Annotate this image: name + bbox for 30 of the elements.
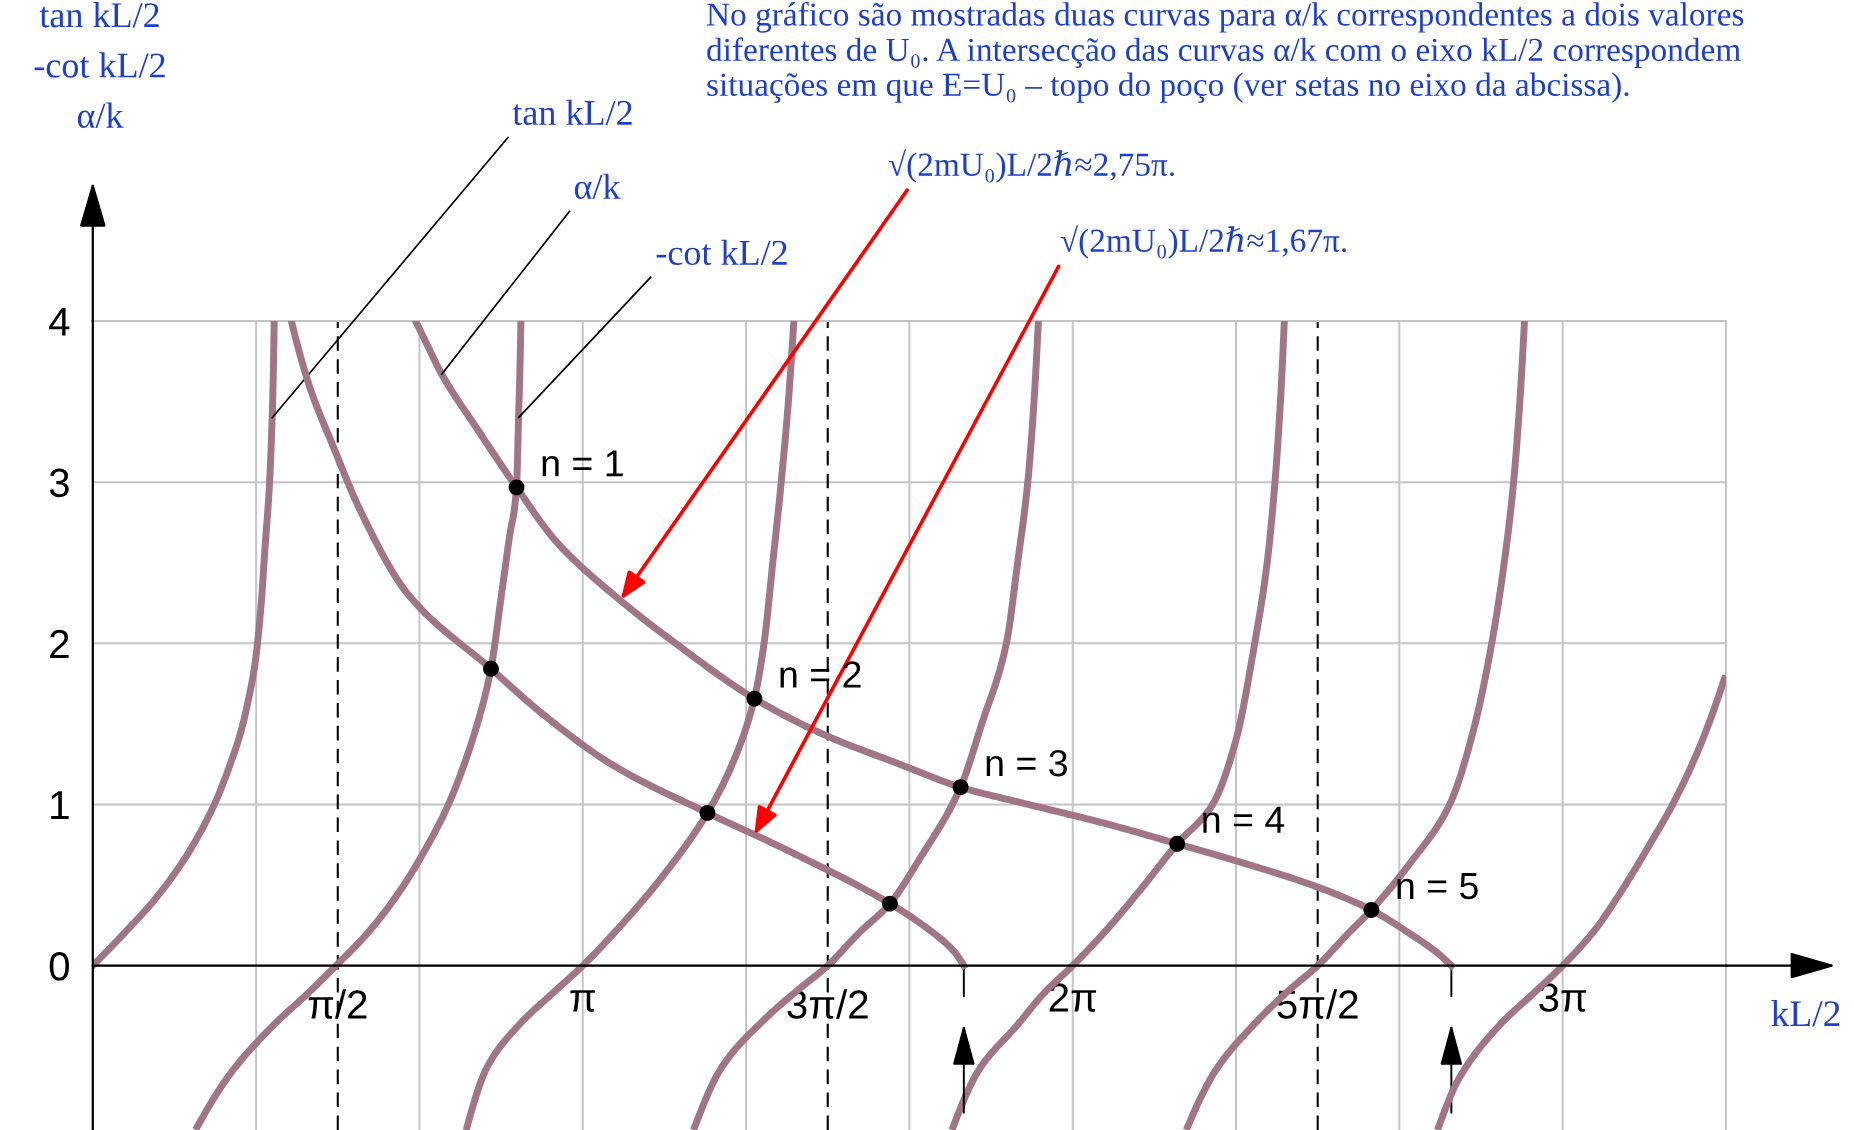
chart-title: No gráfico são mostradas duas curvas para α/k correspondentes a dois valores diferentes de U₀. A intersecção das curvas α/k com o eixo kL/2 correspondem situações em que E=U₀ – topo do poço (ver setas no eixo da abcissa). <box>706 2 1744 103</box>
x-tick-label: 2π <box>1049 983 1097 1012</box>
annotation: √(2mU₀)L/2ℏ≈1,67π. <box>1060 225 1346 259</box>
annotation: n = 1 <box>542 450 623 477</box>
annotation: √(2mU₀)L/2ℏ≈2,75π. <box>888 149 1174 183</box>
point <box>508 479 525 496</box>
x-axis-title: kL/2 <box>1771 1000 1840 1027</box>
y-tick-label: 1 <box>51 791 69 820</box>
point <box>1363 902 1380 918</box>
text: tan kL/2 <box>512 99 632 126</box>
point <box>483 660 499 677</box>
y-tick-label: 4 <box>49 307 70 336</box>
y-tick-label: 3 <box>49 468 69 498</box>
ref-line-label: π/2 <box>308 989 367 1019</box>
annotation: n = 4 <box>1203 806 1285 833</box>
y-tick-label: 0 <box>49 952 69 981</box>
annotation: n = 2 <box>780 661 861 688</box>
point <box>699 804 716 821</box>
point <box>1169 835 1186 852</box>
text: -cot kL/2 <box>656 239 787 266</box>
point <box>881 895 898 912</box>
y-tick-label: 2 <box>50 629 69 658</box>
text: α/k <box>574 173 621 200</box>
y-axis-title: tan kL/2 -cot kL/2 α/k <box>34 2 165 128</box>
x-tick-label: 3π <box>1539 983 1586 1012</box>
x-tick-label: π <box>570 990 595 1012</box>
point <box>952 779 969 796</box>
annotation: n = 5 <box>1397 873 1478 900</box>
annotation: n = 3 <box>986 749 1067 777</box>
point <box>746 690 763 707</box>
